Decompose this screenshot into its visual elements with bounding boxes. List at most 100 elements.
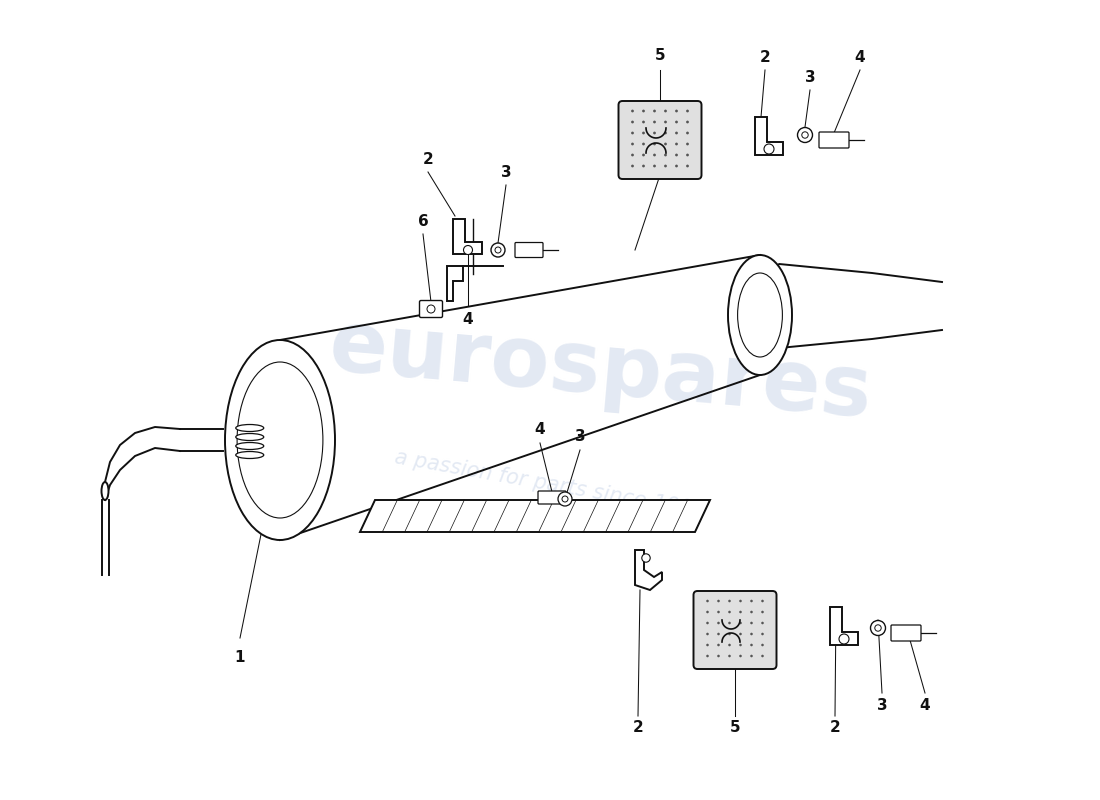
Polygon shape [635,550,662,590]
Circle shape [750,654,752,658]
Circle shape [728,633,730,635]
Circle shape [728,654,730,658]
Circle shape [728,644,730,646]
Circle shape [728,600,730,602]
FancyBboxPatch shape [538,491,566,504]
Text: 2: 2 [829,721,840,735]
Circle shape [675,165,678,167]
Circle shape [653,165,656,167]
Circle shape [706,600,708,602]
Circle shape [686,121,689,123]
Circle shape [686,142,689,146]
Circle shape [686,165,689,167]
FancyBboxPatch shape [891,625,921,641]
Circle shape [739,644,741,646]
Circle shape [664,110,667,112]
Circle shape [706,654,708,658]
Text: 2: 2 [760,50,770,65]
Ellipse shape [728,255,792,375]
Circle shape [631,131,634,134]
Circle shape [739,654,741,658]
Circle shape [739,633,741,635]
Circle shape [739,610,741,614]
Circle shape [653,154,656,157]
Ellipse shape [235,451,264,458]
Circle shape [642,142,645,146]
Ellipse shape [226,340,336,540]
Circle shape [664,165,667,167]
Circle shape [750,633,752,635]
Circle shape [631,154,634,157]
Circle shape [664,131,667,134]
Circle shape [761,644,763,646]
Circle shape [558,492,572,506]
Text: 1: 1 [234,650,245,666]
Text: 4: 4 [920,698,931,713]
Circle shape [686,110,689,112]
Circle shape [642,131,645,134]
Circle shape [642,110,645,112]
Circle shape [706,644,708,646]
Circle shape [675,131,678,134]
Text: eurospares: eurospares [324,305,874,435]
FancyBboxPatch shape [419,301,442,318]
Circle shape [686,131,689,134]
Polygon shape [360,500,710,532]
Circle shape [641,554,650,562]
Polygon shape [830,607,858,645]
Ellipse shape [235,434,264,441]
Circle shape [631,142,634,146]
Circle shape [642,154,645,157]
Circle shape [642,121,645,123]
Text: a passion for parts since 1985: a passion for parts since 1985 [393,448,707,522]
Circle shape [706,610,708,614]
Circle shape [761,654,763,658]
Circle shape [761,633,763,635]
Circle shape [463,246,473,254]
Circle shape [427,305,434,313]
Circle shape [642,165,645,167]
Circle shape [491,243,505,257]
Circle shape [717,600,719,602]
Circle shape [706,622,708,624]
Circle shape [761,600,763,602]
Text: 5: 5 [654,47,666,62]
Circle shape [706,633,708,635]
Text: 4: 4 [855,50,866,65]
Polygon shape [447,266,463,301]
Text: 5: 5 [729,721,740,735]
Circle shape [750,600,752,602]
FancyBboxPatch shape [618,101,702,179]
Circle shape [664,142,667,146]
Circle shape [739,600,741,602]
Text: 3: 3 [574,430,585,445]
Text: 3: 3 [500,165,512,179]
Circle shape [750,644,752,646]
Ellipse shape [235,442,264,450]
Circle shape [717,644,719,646]
Text: 3: 3 [805,70,815,85]
Circle shape [653,110,656,112]
Circle shape [675,121,678,123]
Circle shape [870,621,886,635]
Circle shape [686,154,689,157]
Circle shape [728,610,730,614]
Circle shape [653,121,656,123]
Circle shape [664,121,667,123]
Text: 2: 2 [632,721,644,735]
Circle shape [761,622,763,624]
Circle shape [653,142,656,146]
Text: 3: 3 [877,698,888,713]
FancyBboxPatch shape [820,132,849,148]
Text: 2: 2 [422,151,433,166]
Circle shape [739,622,741,624]
Circle shape [631,121,634,123]
Ellipse shape [235,425,264,431]
Text: 4: 4 [535,422,546,438]
Circle shape [750,622,752,624]
Circle shape [631,165,634,167]
Circle shape [839,634,849,644]
Circle shape [675,142,678,146]
Text: 4: 4 [463,311,473,326]
Circle shape [728,622,730,624]
